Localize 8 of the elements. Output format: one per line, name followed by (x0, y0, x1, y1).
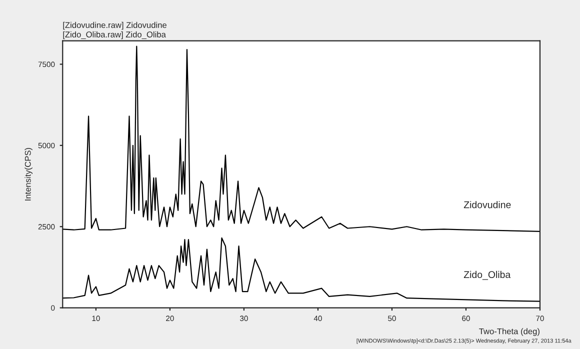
line-series (62, 237, 540, 302)
text: [Zido_Oliba.raw] Zido_Oliba (63, 31, 166, 40)
text: Zidovudine (464, 201, 511, 208)
x-axis-title: Two-Theta (deg) (479, 328, 540, 336)
line-series (62, 46, 540, 232)
text: Zido_Oliba (464, 270, 511, 280)
y-axis-title: Intensity(CPS) (24, 148, 32, 200)
text: [Zidovudine.raw] Zidovudine (63, 22, 166, 30)
